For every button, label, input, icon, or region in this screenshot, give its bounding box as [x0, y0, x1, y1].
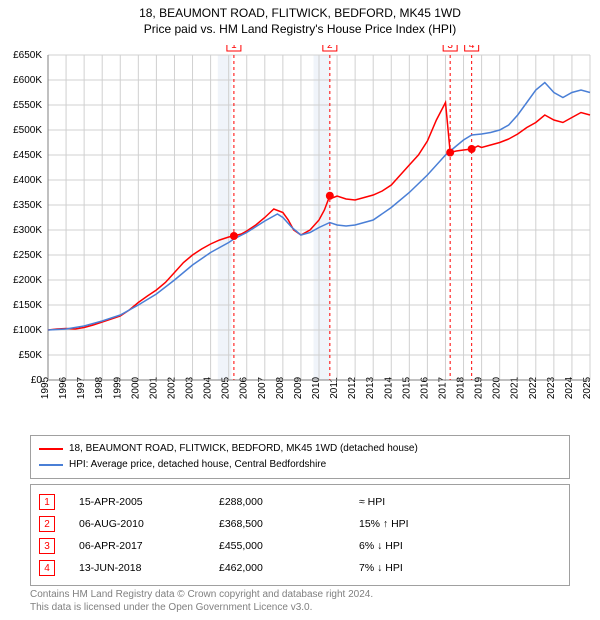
footer-line1: Contains HM Land Registry data © Crown c… [30, 588, 570, 601]
transaction-price: £462,000 [219, 562, 359, 574]
transaction-marker: 3 [39, 538, 55, 554]
svg-text:£100K: £100K [13, 325, 42, 336]
transaction-row: 1 15-APR-2005£288,000≈ HPI [39, 491, 561, 513]
legend-swatch [39, 464, 63, 466]
chart-area: £0£50K£100K£150K£200K£250K£300K£350K£400… [0, 45, 600, 425]
svg-text:£550K: £550K [13, 100, 42, 111]
svg-text:£400K: £400K [13, 175, 42, 186]
svg-text:£600K: £600K [13, 75, 42, 86]
svg-text:3: 3 [447, 45, 453, 51]
legend-label: 18, BEAUMONT ROAD, FLITWICK, BEDFORD, MK… [69, 441, 418, 457]
svg-text:£650K: £650K [13, 50, 42, 61]
svg-text:1: 1 [231, 45, 237, 51]
transaction-hpi: 6% ↓ HPI [359, 540, 561, 552]
svg-text:4: 4 [469, 45, 475, 51]
svg-text:£50K: £50K [19, 350, 43, 361]
transaction-row: 3 06-APR-2017£455,0006% ↓ HPI [39, 535, 561, 557]
title-line1: 18, BEAUMONT ROAD, FLITWICK, BEDFORD, MK… [0, 6, 600, 20]
legend-swatch [39, 448, 63, 450]
transaction-date: 15-APR-2005 [79, 496, 219, 508]
svg-text:£150K: £150K [13, 300, 42, 311]
legend-item: HPI: Average price, detached house, Cent… [39, 457, 561, 473]
svg-text:£300K: £300K [13, 225, 42, 236]
transactions-table: 1 15-APR-2005£288,000≈ HPI 2 06-AUG-2010£36… [30, 484, 570, 586]
transaction-row: 2 06-AUG-2010£368,50015% ↑ HPI [39, 513, 561, 535]
svg-text:£500K: £500K [13, 125, 42, 136]
page: 18, BEAUMONT ROAD, FLITWICK, BEDFORD, MK… [0, 0, 600, 620]
transaction-price: £288,000 [219, 496, 359, 508]
transaction-hpi: 7% ↓ HPI [359, 562, 561, 574]
svg-text:£200K: £200K [13, 275, 42, 286]
svg-text:2: 2 [327, 45, 333, 51]
chart-titles: 18, BEAUMONT ROAD, FLITWICK, BEDFORD, MK… [0, 0, 600, 36]
svg-text:£350K: £350K [13, 200, 42, 211]
price-chart: £0£50K£100K£150K£200K£250K£300K£350K£400… [0, 45, 600, 425]
footer-line2: This data is licensed under the Open Gov… [30, 601, 570, 614]
svg-text:£250K: £250K [13, 250, 42, 261]
title-line2: Price paid vs. HM Land Registry's House … [0, 22, 600, 36]
svg-text:£450K: £450K [13, 150, 42, 161]
transaction-price: £368,500 [219, 518, 359, 530]
footer: Contains HM Land Registry data © Crown c… [30, 588, 570, 614]
transaction-date: 06-AUG-2010 [79, 518, 219, 530]
transaction-price: £455,000 [219, 540, 359, 552]
transaction-date: 06-APR-2017 [79, 540, 219, 552]
transaction-marker: 2 [39, 516, 55, 532]
legend: 18, BEAUMONT ROAD, FLITWICK, BEDFORD, MK… [30, 435, 570, 479]
transaction-date: 13-JUN-2018 [79, 562, 219, 574]
transaction-row: 4 13-JUN-2018£462,0007% ↓ HPI [39, 557, 561, 579]
legend-item: 18, BEAUMONT ROAD, FLITWICK, BEDFORD, MK… [39, 441, 561, 457]
legend-label: HPI: Average price, detached house, Cent… [69, 457, 326, 473]
transaction-hpi: 15% ↑ HPI [359, 518, 561, 530]
transaction-marker: 4 [39, 560, 55, 576]
transaction-marker: 1 [39, 494, 55, 510]
transaction-hpi: ≈ HPI [359, 496, 561, 508]
